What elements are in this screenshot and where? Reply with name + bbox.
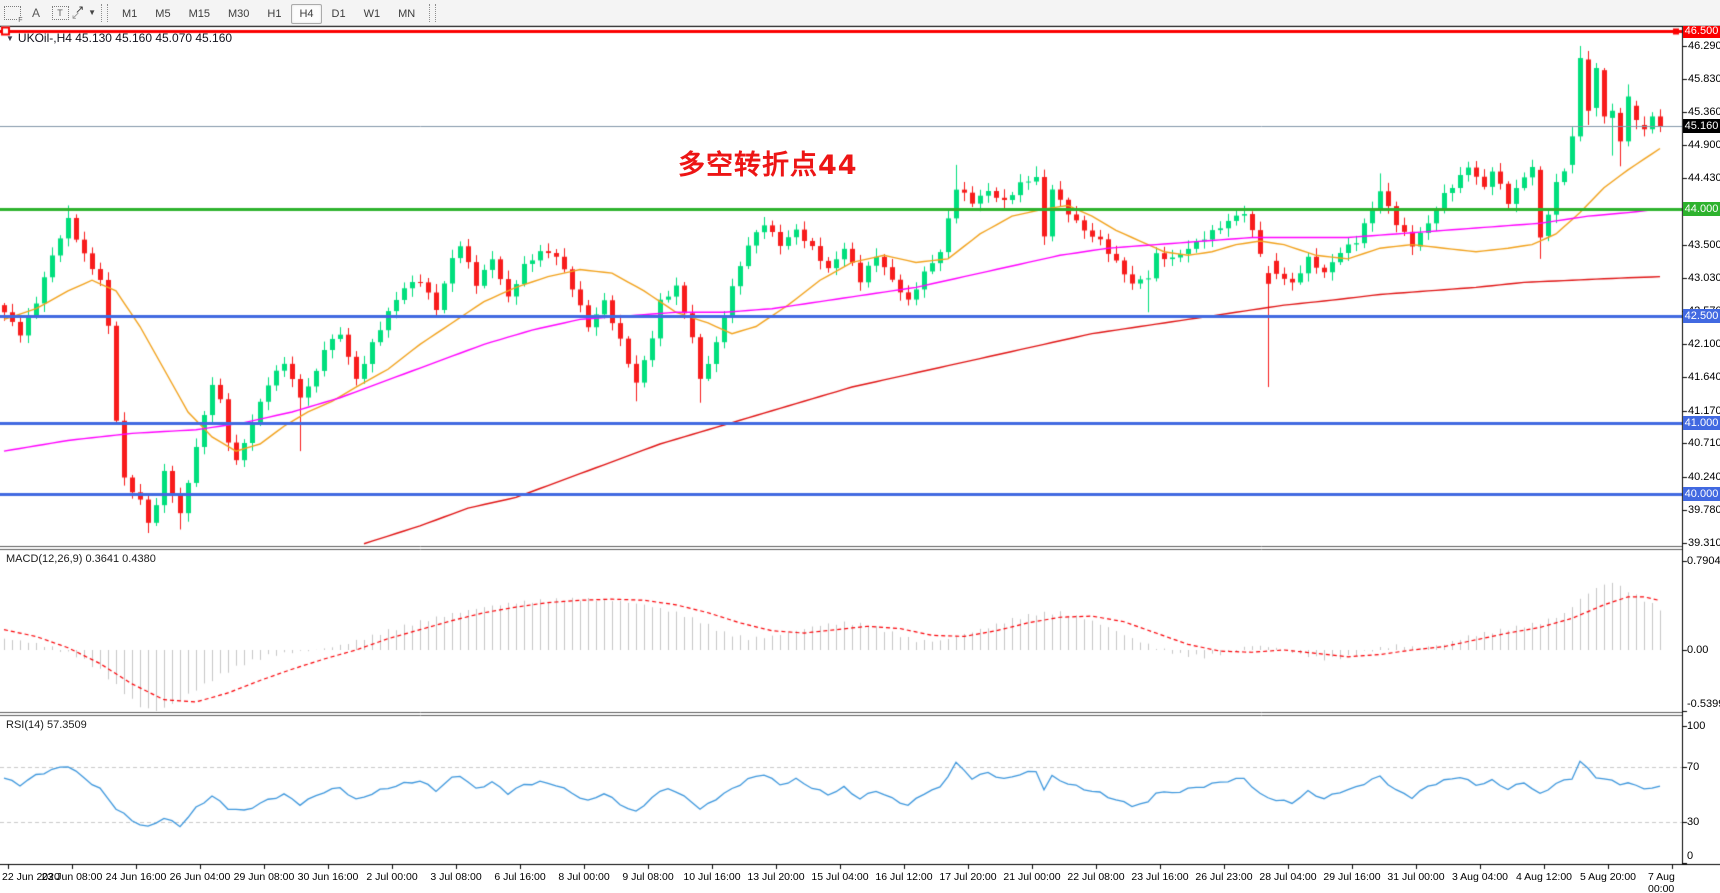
timeframe-button-M1[interactable]: M1	[122, 7, 138, 20]
time-axis-label: 3 Aug 04:00	[1451, 871, 1509, 883]
time-axis-label: 22 Jun 2020	[2, 871, 60, 883]
price-tick-label: 39.780	[1688, 503, 1720, 516]
text-tool-icon[interactable]: T	[48, 2, 72, 24]
price-tick-label: 43.030	[1688, 272, 1720, 285]
price-tick-label: 40.240	[1688, 470, 1720, 483]
macd-indicator-label: MACD(12,26,9) 0.3641 0.4380	[6, 553, 156, 565]
timeframe-button-MN[interactable]: MN	[398, 7, 416, 20]
time-axis-label: 24 Jun 16:00	[105, 871, 167, 883]
timeframe-button-H4[interactable]: H4	[291, 3, 322, 24]
time-axis-label: 9 Jul 08:00	[622, 871, 674, 883]
time-axis-label: 2 Jul 00:00	[366, 871, 418, 883]
time-axis-label: 10 Jul 16:00	[683, 871, 741, 883]
text-label-tool-icon[interactable]: A	[31, 5, 40, 20]
rsi-tick-label: 30	[1687, 815, 1700, 828]
price-badge-46.500: 46.500	[1683, 24, 1720, 38]
timeframe-group: M1 M5 M15 M30 H1 H4 D1 W1 MN	[113, 3, 424, 24]
time-axis-label: 8 Jul 00:00	[558, 871, 610, 883]
toolbar-grip[interactable]	[429, 3, 437, 22]
price-badge-41.000: 41.000	[1683, 415, 1720, 430]
price-tick-label: 45.360	[1688, 106, 1720, 119]
time-axis-label: 28 Jul 04:00	[1259, 871, 1317, 883]
time-axis-label: 17 Jul 20:00	[939, 871, 997, 883]
time-axis-label: 23 Jul 16:00	[1131, 871, 1189, 883]
time-axis-label: 4 Aug 12:00	[1515, 871, 1573, 883]
rsi-indicator-label: RSI(14) 57.3509	[6, 719, 87, 731]
time-axis-label: 22 Jul 08:00	[1067, 871, 1125, 883]
frame-tool-icon[interactable]: F	[0, 2, 24, 24]
chart-annotation-text[interactable]: 多空转折点44	[678, 150, 858, 181]
time-axis-label: 13 Jul 20:00	[747, 871, 805, 883]
price-tick-label: 45.830	[1688, 72, 1720, 85]
timeframe-button-W1[interactable]: W1	[363, 7, 381, 20]
price-tick-label: 46.290	[1688, 39, 1720, 52]
time-axis-label: 23 Jun 08:00	[41, 871, 103, 883]
price-tick-label: 44.430	[1688, 172, 1720, 185]
price-tick-label: 42.100	[1688, 338, 1720, 351]
price-badge-42.500: 42.500	[1683, 308, 1720, 323]
time-axis-label: 3 Jul 08:00	[430, 871, 482, 883]
macd-tick-label: -0.5399	[1687, 698, 1720, 710]
price-tick-label: 41.170	[1688, 404, 1720, 417]
toolbar: F A T ↗ ↙ ▼ M1 M5 M15 M30 H1 H4 D1 W1 MN	[0, 0, 1720, 26]
time-axis-label: 31 Jul 00:00	[1387, 871, 1445, 883]
time-axis-label: 29 Jun 08:00	[233, 871, 295, 883]
time-axis-label: 30 Jun 16:00	[297, 871, 359, 883]
timeframe-button-H1[interactable]: H1	[267, 7, 282, 20]
time-axis-label: 5 Aug 20:00	[1579, 871, 1637, 883]
symbol-ohlc-label: ▼ UKOil-,H4 45.130 45.160 45.070 45.160	[6, 31, 233, 45]
timeframe-button-M30[interactable]: M30	[227, 7, 250, 20]
time-axis-label: 29 Jul 16:00	[1323, 871, 1381, 883]
rsi-tick-label: 0	[1687, 850, 1694, 862]
price-tick-label: 39.310	[1688, 536, 1720, 549]
toolbar-grip[interactable]	[101, 3, 108, 22]
price-tick-label: 41.640	[1688, 371, 1720, 384]
object-triangle-icon: ▼	[6, 34, 14, 43]
arrows-tool-icon[interactable]: ↗ ↙ ▼	[71, 3, 96, 22]
macd-tick-label: 0.7904	[1687, 554, 1720, 567]
macd-tick-label: 0.00	[1687, 644, 1709, 656]
timeframe-button-M5[interactable]: M5	[155, 7, 171, 20]
time-axis-label: 6 Jul 16:00	[494, 871, 546, 883]
time-axis-label: 26 Jul 23:00	[1195, 871, 1253, 883]
chevron-down-icon[interactable]: ▼	[88, 8, 96, 17]
price-badge-40.000: 40.000	[1683, 486, 1720, 501]
time-axis-label: 26 Jun 04:00	[169, 871, 231, 883]
timeframe-button-M15[interactable]: M15	[188, 7, 210, 20]
price-tick-label: 40.710	[1688, 437, 1720, 450]
price-tick-label: 44.900	[1688, 138, 1720, 151]
rsi-tick-label: 70	[1687, 761, 1700, 774]
price-badge-45.160: 45.160	[1683, 119, 1720, 134]
price-badge-44.000: 44.000	[1683, 202, 1720, 217]
time-axis-label: 21 Jul 00:00	[1003, 871, 1061, 883]
time-axis-label: 7 Aug 00:00	[1648, 871, 1675, 893]
timeframe-button-D1[interactable]: D1	[331, 7, 346, 20]
rsi-tick-label: 100	[1687, 720, 1706, 732]
price-tick-label: 43.500	[1688, 238, 1720, 251]
time-axis-label: 16 Jul 12:00	[875, 871, 933, 883]
time-axis-label: 15 Jul 04:00	[811, 871, 869, 883]
